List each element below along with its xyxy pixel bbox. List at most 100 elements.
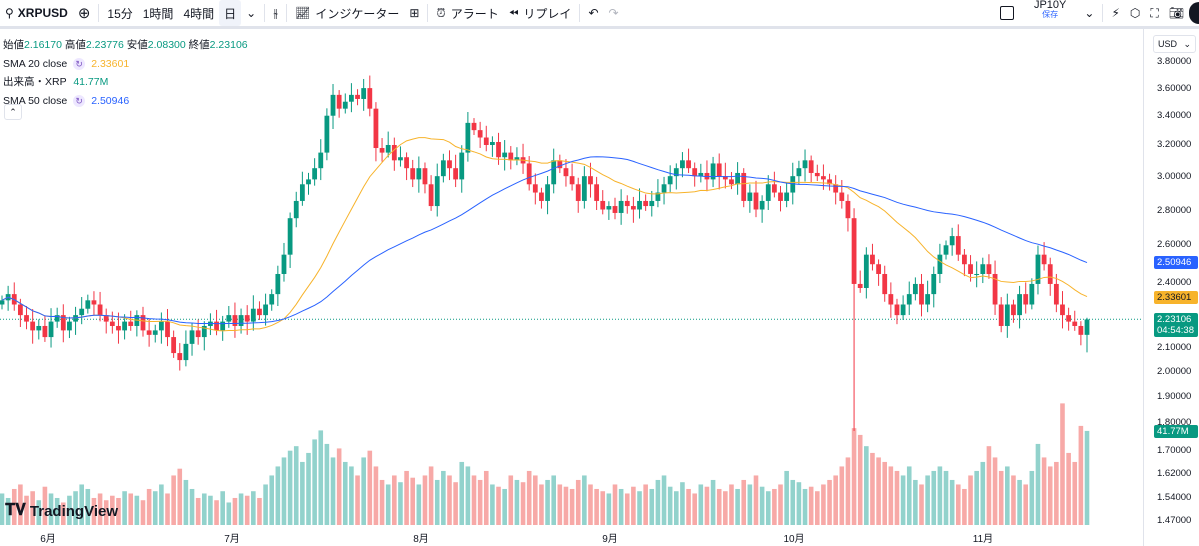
symbol-search[interactable]: ⚲ XRPUSD — [5, 6, 68, 20]
candle-body — [937, 254, 943, 274]
volume-bar — [1066, 452, 1071, 525]
volume-bar — [453, 482, 458, 525]
volume-row[interactable]: 出来高・XRP 41.77M — [3, 76, 109, 88]
price-tick: 1.62000 — [1157, 468, 1192, 479]
price-tick: 3.80000 — [1157, 56, 1192, 67]
divider — [1102, 4, 1104, 22]
interval-1h[interactable]: 1時間 — [142, 6, 174, 21]
candle-body — [398, 157, 403, 161]
undo-button[interactable]: ↶ — [583, 0, 603, 26]
candle-body — [710, 163, 716, 180]
candle-body — [404, 157, 409, 169]
candle-body — [808, 160, 814, 173]
volume-bar — [735, 488, 740, 525]
candle-body — [122, 321, 127, 331]
candle-body — [67, 321, 72, 331]
price-tick: 3.20000 — [1157, 139, 1192, 150]
avatar[interactable] — [1189, 2, 1199, 24]
volume-bar — [287, 450, 293, 525]
layout-dropdown[interactable]: ⌄ — [1079, 0, 1099, 26]
replay-button[interactable]: ⏪︎ リプレイ — [508, 5, 572, 21]
candle-body — [563, 168, 569, 177]
candle-body — [784, 192, 790, 201]
currency-select[interactable]: USD ⌄ — [1153, 35, 1196, 53]
candle-body — [863, 254, 869, 288]
interval-4h[interactable]: 4時間 — [183, 6, 215, 21]
chart-type-button[interactable]: ⫳ — [268, 0, 283, 26]
volume-bar — [661, 475, 667, 525]
volume-bar — [385, 484, 391, 525]
month-label: 8月 — [413, 534, 429, 545]
compare-button[interactable]: ⊕ — [73, 0, 96, 26]
volume-bar — [643, 484, 648, 525]
candle-body — [171, 337, 177, 354]
chevron-down-icon: ⌄ — [1183, 39, 1191, 49]
refresh-icon[interactable]: ↻ — [73, 57, 86, 70]
volume-bar — [980, 461, 986, 525]
volume-bar — [281, 457, 287, 525]
candle-body — [680, 160, 685, 169]
volume-bar — [716, 488, 722, 525]
collapse-legend-button[interactable]: ⌃ — [4, 104, 22, 120]
candle-body — [833, 184, 839, 193]
candle-body — [508, 152, 514, 161]
interval-15m[interactable]: 15分 — [107, 6, 133, 21]
candle-body — [661, 184, 667, 193]
templates-button[interactable]: ⊞ — [404, 0, 424, 26]
candle-body — [943, 245, 949, 255]
candle-body — [79, 308, 85, 316]
candle-body — [447, 160, 452, 169]
interval-1d[interactable]: 日 — [219, 0, 242, 26]
refresh-icon[interactable]: ↻ — [73, 94, 86, 107]
volume-bar — [0, 493, 5, 525]
candle-body — [962, 254, 967, 265]
fullscreen-button[interactable]: ⛶ — [1145, 0, 1163, 26]
candle-body — [17, 304, 23, 316]
indicators-button[interactable]: 📈︎ インジケーター — [295, 6, 400, 21]
volume-bar — [569, 488, 575, 525]
volume-bar — [649, 488, 655, 525]
divider — [98, 4, 100, 22]
layout-button[interactable] — [995, 0, 1019, 26]
candle-body — [428, 184, 434, 207]
candle-body — [876, 264, 881, 274]
volume-bar — [686, 488, 691, 525]
candle-body — [287, 218, 293, 255]
quick-search-button[interactable]: ⚡︎ — [1106, 0, 1124, 26]
last-price: 2.23106 — [1157, 314, 1192, 325]
candle-body — [692, 168, 698, 177]
plus-circle-icon: ⊕ — [77, 5, 91, 22]
candle-body — [158, 321, 164, 331]
volume-bar — [5, 497, 11, 525]
price-axis[interactable]: USD ⌄ 3.80000 3.60000 3.40000 3.20000 3.00000… — [1143, 29, 1199, 546]
volume-bar — [226, 502, 232, 525]
volume-bar — [919, 484, 924, 525]
candle-body — [465, 122, 471, 153]
volume-bar — [238, 493, 244, 525]
sma20-row[interactable]: SMA 20 close ↻ 2.33601 — [3, 57, 130, 70]
redo-button[interactable]: ↷ — [604, 0, 624, 26]
settings-button[interactable]: ⬡ — [1125, 0, 1145, 26]
volume-bar — [336, 448, 342, 525]
sma50-row[interactable]: SMA 50 close ↻ 2.50946 — [3, 94, 130, 107]
interval-dropdown[interactable]: ⌄ — [241, 0, 261, 26]
save-layout-button[interactable]: JP10Y 保存 — [1033, 0, 1067, 19]
candle-body — [36, 325, 42, 331]
candle-body — [330, 94, 336, 116]
volume-bar — [588, 484, 593, 525]
volume-bar — [667, 486, 673, 525]
volume-bar — [765, 491, 771, 525]
candle-body — [532, 184, 538, 193]
candle-body — [1072, 321, 1078, 326]
volume-bar — [747, 484, 753, 525]
price-chart[interactable] — [0, 29, 1143, 546]
candle-body — [814, 172, 820, 177]
alert-button[interactable]: ⏰︎ アラート — [436, 5, 499, 21]
candle-body — [30, 321, 36, 331]
candle-body — [410, 168, 416, 180]
volume-bar — [36, 500, 42, 525]
candle-body — [226, 315, 232, 322]
screenshot-button[interactable]: 📷︎ — [1164, 0, 1189, 26]
volume-bar — [1084, 430, 1090, 525]
volume-bar — [655, 479, 661, 525]
